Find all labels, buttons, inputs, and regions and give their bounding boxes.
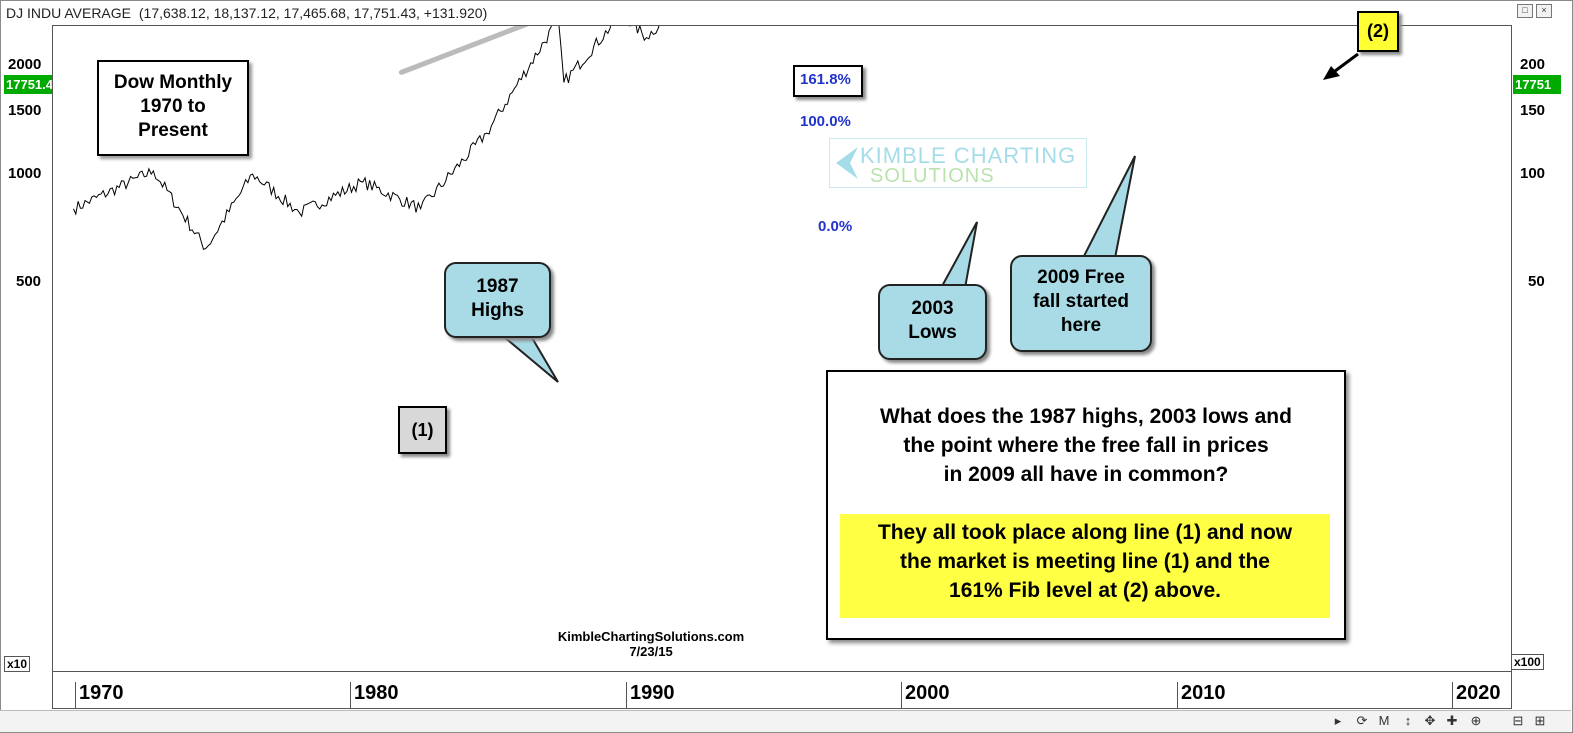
close-icon[interactable]: ×	[1536, 4, 1552, 18]
chart-header: DJ INDU AVERAGE (17,638.12, 18,137.12, 1…	[6, 5, 487, 21]
credit: KimbleChartingSolutions.com 7/23/15	[555, 629, 747, 659]
x-tick-2000: 2000	[901, 682, 950, 708]
callout-1987-line2: Highs	[471, 300, 524, 321]
callout-1987-highs: 1987 Highs	[444, 262, 551, 338]
watermark-line1: KIMBLE CHARTING	[860, 143, 1077, 168]
callout-2009-tail	[1081, 155, 1136, 259]
title-line-1: Dow Monthly	[113, 72, 233, 93]
credit-date: 7/23/15	[629, 644, 673, 659]
left-tick-500: 500	[16, 273, 42, 290]
callout-2003-line1: 2003	[911, 298, 954, 319]
callout-2003-tail	[939, 221, 978, 289]
watermark-logo: KIMBLE CHARTING SOLUTIONS	[829, 138, 1087, 188]
x-tick-1980: 1980	[350, 682, 399, 708]
plot-area	[52, 0, 1512, 672]
crosshair-icon[interactable]: ✚	[1446, 713, 1458, 728]
callout-2003-line2: Lows	[908, 322, 957, 343]
answer-line-3: 161% Fib level at (2) above.	[949, 579, 1221, 602]
callout-2003-lows: 2003 Lows	[878, 284, 987, 360]
point-2-arrowhead	[1323, 66, 1340, 80]
watermark-line2: SOLUTIONS	[870, 165, 995, 187]
right-tick-100: 100	[1520, 165, 1546, 182]
title-note: Dow Monthly 1970 to Present	[97, 60, 249, 156]
title-line-3: Present	[138, 120, 208, 141]
chart-toolbar: ▸ ⟳ M ↕ ✥ ✚ ⊕ ⊟ ⊞	[0, 710, 1571, 732]
scroll-right-icon[interactable]: ▸	[1334, 713, 1342, 728]
right-tick-150: 150	[1520, 102, 1546, 119]
right-tick-50: 50	[1528, 273, 1545, 290]
right-tick-200: 200	[1520, 56, 1546, 73]
x-tick-2020: 2020	[1452, 682, 1501, 708]
right-multiplier: x100	[1511, 654, 1544, 670]
credit-site: KimbleChartingSolutions.com	[557, 629, 745, 644]
point-2-label: (2)	[1357, 11, 1399, 52]
callout-2009-line1: 2009 Free	[1037, 267, 1125, 288]
zoom-out-icon[interactable]: ⊟	[1512, 713, 1524, 728]
x-tick-1970: 1970	[75, 682, 124, 708]
answer-text: They all took place along line (1) and n…	[840, 518, 1330, 605]
question-box: What does the 1987 highs, 2003 lows and …	[826, 370, 1346, 640]
left-tick-2000: 2000	[8, 56, 42, 73]
left-multiplier: x10	[4, 656, 31, 672]
x-tick-2010: 2010	[1177, 682, 1226, 708]
title-line-2: 1970 to	[140, 96, 206, 117]
ohlc-readout: (17,638.12, 18,137.12, 17,465.68, 17,751…	[138, 5, 488, 21]
move-icon[interactable]: ✥	[1424, 713, 1436, 728]
restore-button[interactable]: □	[1517, 4, 1533, 18]
question-text: What does the 1987 highs, 2003 lows and …	[828, 402, 1344, 489]
question-line-1: What does the 1987 highs, 2003 lows and	[880, 405, 1292, 428]
answer-line-2: the market is meeting line (1) and the	[900, 550, 1270, 573]
fib-161-label: 161.8%	[800, 71, 851, 88]
callout-1987-line1: 1987	[476, 276, 519, 297]
answer-line-1: They all took place along line (1) and n…	[877, 521, 1293, 544]
zoom-icon[interactable]: ⊕	[1470, 713, 1482, 728]
price-line	[73, 0, 687, 250]
symbol-name: DJ INDU AVERAGE	[6, 5, 131, 21]
x-tick-1990: 1990	[626, 682, 675, 708]
question-line-2: the point where the free fall in prices	[903, 434, 1269, 457]
left-tick-1500: 1500	[8, 102, 42, 119]
fib-0-label: 0.0%	[818, 218, 853, 235]
x-axis: 1970 1980 1990 2000 2010 2020	[52, 672, 1512, 709]
callout-2009-line3: here	[1060, 315, 1102, 336]
vertical-resize-icon[interactable]: ↕	[1404, 713, 1412, 728]
last-price-tag-right: 17751	[1513, 75, 1561, 94]
monthly-period-icon[interactable]: M	[1378, 713, 1390, 728]
zoom-in-icon[interactable]: ⊞	[1534, 713, 1546, 728]
answer-highlight: They all took place along line (1) and n…	[840, 514, 1330, 618]
question-line-3: in 2009 all have in common?	[943, 463, 1229, 486]
point-2-arrow-shaft	[1330, 52, 1359, 76]
left-tick-1000: 1000	[8, 165, 42, 182]
refresh-icon[interactable]: ⟳	[1356, 713, 1368, 728]
callout-1987-tail	[500, 335, 559, 383]
watermark-arrow-icon	[836, 147, 858, 179]
fib-161-box	[793, 65, 863, 97]
fib-100-label: 100.0%	[800, 113, 851, 130]
callout-2009-line2: fall started	[1032, 291, 1130, 312]
point-1-label: (1)	[398, 406, 447, 454]
callout-2009-freefall: 2009 Free fall started here	[1010, 255, 1152, 352]
last-price-tag-left: 17751.4	[4, 75, 52, 94]
